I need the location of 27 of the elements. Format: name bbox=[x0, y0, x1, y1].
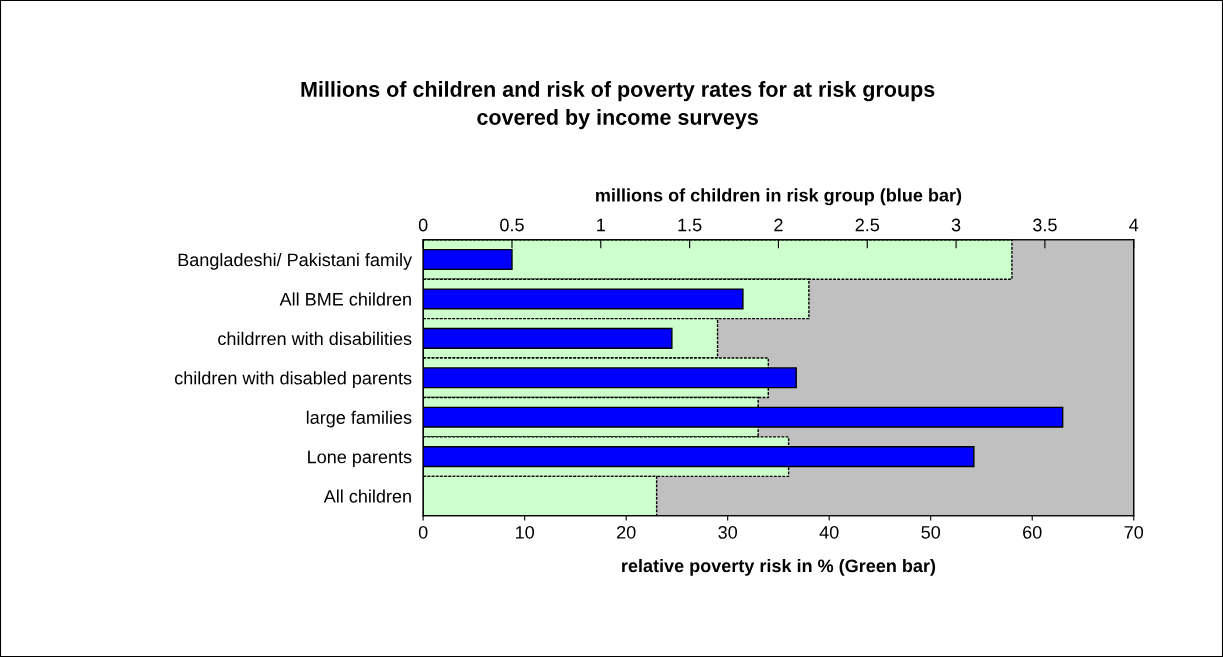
chart-title: Millions of children and risk of poverty rates for at risk groups covered by income surveys bbox=[301, 81, 935, 130]
y-tick-label: children with disabled parents bbox=[174, 371, 412, 389]
y-tick-label: large families bbox=[306, 410, 412, 428]
y-tick-label: childrren with disabilities bbox=[218, 331, 412, 346]
x-tick-label: 20 bbox=[617, 525, 636, 539]
y-tick-label: All children bbox=[323, 489, 411, 503]
x2-tick-label: 2.5 bbox=[855, 218, 880, 232]
x2-tick-label: 4 bbox=[1129, 218, 1139, 232]
y-tick-label: Lone parents bbox=[308, 450, 412, 467]
x-tick-label: 10 bbox=[516, 525, 534, 539]
x-tick-label: 0 bbox=[418, 525, 428, 539]
x2-axis-title: millions of children in risk group (blue bar) bbox=[596, 188, 962, 206]
x-tick-label: 50 bbox=[921, 525, 941, 539]
x2-tick-label: 3.5 bbox=[1033, 218, 1057, 232]
x2-tick-label: 1.5 bbox=[678, 218, 702, 232]
x-tick-label: 60 bbox=[1023, 525, 1042, 539]
x-tick-label: 70 bbox=[1124, 525, 1144, 539]
y-tick-label: Bangladeshi/ Pakistani family bbox=[178, 252, 413, 270]
x2-tick-label: 0.5 bbox=[500, 218, 524, 232]
x2-tick-label: 3 bbox=[951, 218, 961, 232]
x-tick-label: 30 bbox=[718, 525, 738, 539]
x2-tick-label: 0 bbox=[418, 218, 428, 232]
x-tick-label: 40 bbox=[819, 525, 839, 539]
x2-tick-label: 2 bbox=[774, 218, 783, 232]
x-axis-title: relative poverty risk in % (Green bar) bbox=[622, 558, 936, 576]
x2-tick-label: 1 bbox=[597, 218, 605, 232]
y-tick-label: All BME children bbox=[279, 292, 411, 306]
